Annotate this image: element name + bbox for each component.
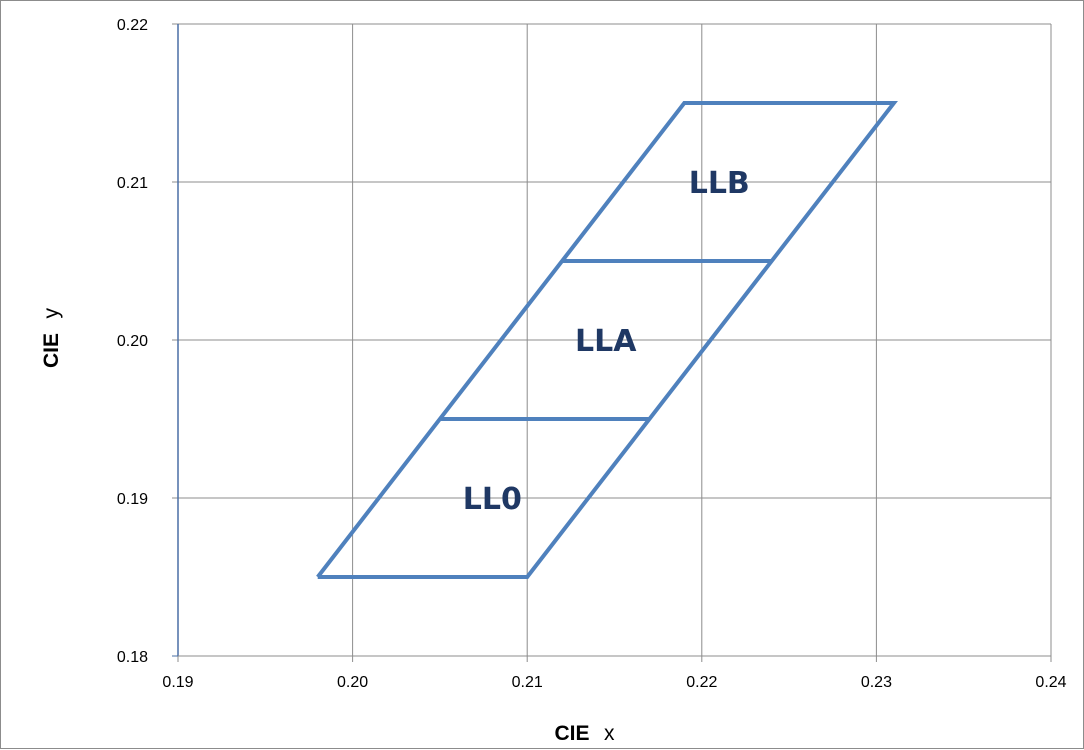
y-tick-label: 0.19 [117,491,148,508]
y-axis-title: CIE y [40,308,63,368]
gridlines [172,23,1052,662]
bin-outline-line [316,101,898,579]
x-axis-title-bold: CIE [555,722,590,745]
x-tick-label: 0.22 [686,674,717,691]
region-label-ll0: LL0 [463,482,522,517]
x-axis-title: CIE x [555,722,615,745]
y-tick-label: 0.18 [117,649,148,666]
y-axis-title-bold: CIE [40,333,63,368]
x-tick-label: 0.23 [861,674,892,691]
x-tick-labels: 0.19 0.20 0.21 0.22 0.23 0.24 [162,674,1066,691]
y-tick-label: 0.20 [117,333,148,350]
y-tick-label: 0.22 [117,17,148,34]
y-tick-label: 0.21 [117,175,148,192]
axes [177,24,1051,657]
y-axis-title-unit: y [40,308,63,319]
x-axis-title-unit: x [604,722,615,745]
x-tick-label: 0.20 [337,674,368,691]
x-tick-label: 0.24 [1035,674,1066,691]
region-label-lla: LLA [575,324,637,359]
region-label-llb: LLB [689,166,750,201]
series [316,101,898,579]
region-labels: LL0 LLA LLB [463,166,750,517]
x-tick-label: 0.21 [512,674,543,691]
y-tick-labels: 0.18 0.19 0.20 0.21 0.22 [117,17,148,666]
x-tick-label: 0.19 [162,674,193,691]
